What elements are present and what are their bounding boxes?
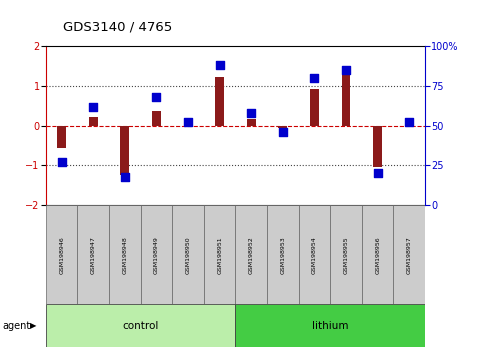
Bar	[184, 124, 193, 126]
Point	[342, 67, 350, 73]
Point	[405, 120, 413, 125]
Text: GSM198950: GSM198950	[185, 236, 191, 274]
Bar	[310, 89, 319, 126]
Bar	[141, 205, 172, 304]
Point	[311, 75, 318, 81]
Text: GSM198955: GSM198955	[343, 236, 349, 274]
Text: GSM198946: GSM198946	[59, 236, 64, 274]
Point	[89, 104, 97, 109]
Bar	[267, 205, 298, 304]
Point	[153, 94, 160, 100]
Bar	[215, 77, 224, 126]
Bar	[46, 304, 236, 347]
Bar	[247, 119, 256, 126]
Point	[184, 120, 192, 125]
Bar	[394, 205, 425, 304]
Bar	[278, 126, 287, 128]
Point	[121, 174, 129, 179]
Text: GSM198953: GSM198953	[280, 236, 285, 274]
Bar	[152, 110, 161, 126]
Bar	[172, 205, 204, 304]
Text: GSM198951: GSM198951	[217, 236, 222, 274]
Bar	[298, 205, 330, 304]
Bar	[405, 123, 413, 126]
Bar	[120, 126, 129, 176]
Point	[58, 159, 66, 165]
Text: GSM198956: GSM198956	[375, 236, 380, 274]
Bar	[204, 205, 236, 304]
Text: GSM198947: GSM198947	[91, 236, 96, 274]
Bar	[57, 126, 66, 148]
Text: GSM198957: GSM198957	[407, 236, 412, 274]
Point	[247, 110, 255, 116]
Bar	[330, 205, 362, 304]
Bar	[341, 68, 351, 126]
Point	[216, 62, 224, 68]
Bar	[236, 205, 267, 304]
Bar	[109, 205, 141, 304]
Text: GDS3140 / 4765: GDS3140 / 4765	[63, 21, 172, 34]
Point	[374, 171, 382, 176]
Text: agent: agent	[2, 321, 30, 331]
Text: control: control	[123, 321, 159, 331]
Point	[279, 129, 287, 135]
Text: GSM198952: GSM198952	[249, 236, 254, 274]
Text: lithium: lithium	[312, 321, 349, 331]
Bar	[77, 205, 109, 304]
Bar	[373, 126, 382, 167]
Text: GSM198954: GSM198954	[312, 236, 317, 274]
Bar	[362, 205, 394, 304]
Text: GSM198948: GSM198948	[122, 236, 128, 274]
Text: ▶: ▶	[30, 321, 37, 330]
Bar	[46, 205, 77, 304]
Bar	[89, 117, 98, 126]
Text: GSM198949: GSM198949	[154, 236, 159, 274]
Bar	[236, 304, 425, 347]
